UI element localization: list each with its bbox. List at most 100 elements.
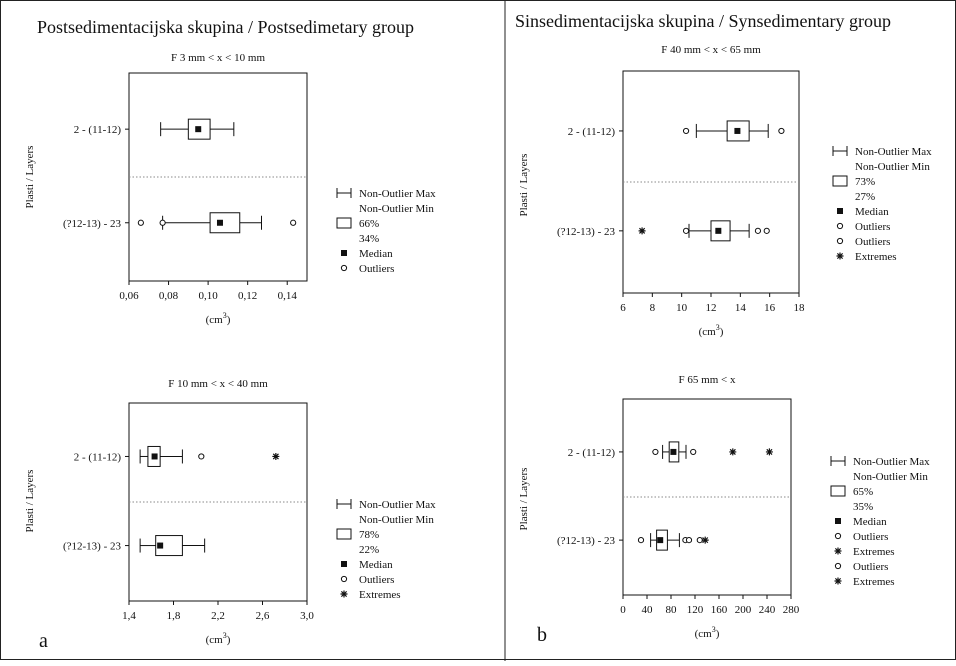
outlier-point (652, 448, 659, 456)
outlier-point (682, 127, 690, 135)
boxplot-chart-3: F 40 mm < x < 65 mm Plasti / Layers 6 8 10 12… (518, 44, 932, 338)
legend-label: Outliers (855, 221, 890, 233)
legend-whisker-symbol (336, 499, 352, 509)
box-iqr (209, 212, 241, 234)
outlier-point (198, 453, 205, 460)
category-label: 2 - (11-12) (74, 124, 122, 136)
legend-label: Non-Outlier Min (853, 471, 928, 483)
legend-median-symbol (837, 208, 843, 214)
x-tick-label: 1,8 (167, 610, 181, 622)
legend-outlier-symbol (340, 575, 348, 583)
x-tick-label: 0,10 (198, 290, 218, 302)
x-axis-label: (cm3) (695, 625, 720, 640)
x-tick-label: 120 (687, 604, 704, 616)
category-label: (?12-13) - 23 (63, 541, 122, 553)
legend-outlier-symbol (834, 562, 842, 570)
boxplot-chart-2: F 10 mm < x < 40 mm Plasti / Layers 1,4 1,8… (24, 378, 436, 646)
x-tick-label: 6 (620, 302, 626, 314)
x-tick-label: 2,6 (256, 610, 270, 622)
boxplot-chart-1: F 3 mm < x < 10 mm Plasti / Layers 0,06 0,0… (24, 52, 436, 326)
legend-label: Outliers (359, 574, 394, 586)
outlier-point (763, 227, 770, 234)
extreme-point (765, 448, 773, 456)
legend-box-symbol (336, 528, 352, 540)
legend-label: 35% (853, 501, 873, 513)
legend-label: Outliers (853, 561, 888, 573)
legend-label: 27% (855, 191, 875, 203)
legend-whisker-symbol (832, 146, 848, 156)
extreme-point (701, 536, 709, 544)
median-marker (734, 127, 741, 134)
legend-label: Median (359, 559, 393, 571)
legend-label: Non-Outlier Min (359, 514, 434, 526)
legend-label: Non-Outlier Max (359, 499, 436, 511)
median-marker (670, 448, 677, 455)
median-marker (216, 219, 223, 226)
chart-title: F 65 mm < x (679, 374, 736, 386)
x-axis-label: (cm3) (699, 323, 724, 338)
legend-outlier-symbol (340, 264, 348, 272)
x-tick-label: 3,0 (300, 610, 314, 622)
legend-box-symbol (832, 175, 848, 187)
x-axis-label: (cm3) (206, 311, 231, 326)
category-label: 2 - (11-12) (74, 451, 122, 463)
legend-label: 66% (359, 218, 379, 230)
legend-label: Non-Outlier Max (359, 188, 436, 200)
legend-label: Outliers (853, 531, 888, 543)
y-axis-label: Plasti / Layers (24, 470, 36, 533)
x-tick-label: 1,4 (122, 610, 136, 622)
x-tick-label: 200 (735, 604, 752, 616)
legend-median-symbol (341, 561, 347, 567)
x-tick-label: 160 (711, 604, 728, 616)
legend-label: Median (359, 248, 393, 260)
x-tick-label: 0,08 (159, 290, 179, 302)
legend-label: 73% (855, 176, 875, 188)
outlier-point (137, 219, 144, 226)
x-axis-label: (cm3) (206, 631, 231, 646)
median-marker (157, 542, 164, 549)
x-tick-label: 0 (620, 604, 626, 616)
median-marker (715, 227, 722, 234)
x-tick-label: 12 (706, 302, 717, 314)
category-label: 2 - (11-12) (568, 447, 616, 459)
legend-label: Non-Outlier Min (359, 203, 434, 215)
x-tick-label: 40 (642, 604, 654, 616)
legend-label: Non-Outlier Max (855, 146, 932, 158)
chart-title: F 3 mm < x < 10 mm (171, 52, 265, 64)
legend-label: Median (853, 516, 887, 528)
legend-extreme-symbol (834, 547, 842, 555)
boxplot-chart-4: F 65 mm < x Plasti / Layers 0 40 80 120 160 200… (518, 374, 930, 640)
median-marker (151, 453, 158, 460)
legend-label: Non-Outlier Max (853, 456, 930, 468)
y-axis-label: Plasti / Layers (518, 468, 530, 531)
legend-label: 65% (853, 486, 873, 498)
median-marker (657, 537, 664, 544)
legend-whisker-symbol (830, 456, 846, 466)
legend-label: Non-Outlier Min (855, 161, 930, 173)
chart-title: F 10 mm < x < 40 mm (168, 378, 268, 390)
x-tick-label: 0,12 (238, 290, 257, 302)
outlier-point (754, 227, 762, 234)
legend-median-symbol (341, 250, 347, 256)
legend-label: 34% (359, 233, 379, 245)
x-tick-label: 18 (794, 302, 806, 314)
y-axis-label: Plasti / Layers (518, 154, 530, 217)
legend-whisker-symbol (336, 188, 352, 198)
panel-a-letter: a (39, 630, 48, 652)
x-tick-label: 10 (676, 302, 688, 314)
chart-title: F 40 mm < x < 65 mm (661, 44, 761, 56)
box-iqr (155, 535, 183, 557)
charts-layer: F 3 mm < x < 10 mm Plasti / Layers 0,06 0,0… (24, 44, 932, 646)
legend-outlier-symbol (834, 532, 842, 540)
outlier-point (696, 537, 703, 544)
legend-label: Extremes (853, 576, 895, 588)
x-tick-label: 280 (783, 604, 800, 616)
category-label: (?12-13) - 23 (557, 535, 616, 547)
legend-label: Outliers (855, 236, 890, 248)
x-tick-label: 240 (759, 604, 776, 616)
legend-median-symbol (835, 518, 841, 524)
x-tick-label: 16 (764, 302, 776, 314)
x-tick-label: 0,06 (119, 290, 139, 302)
